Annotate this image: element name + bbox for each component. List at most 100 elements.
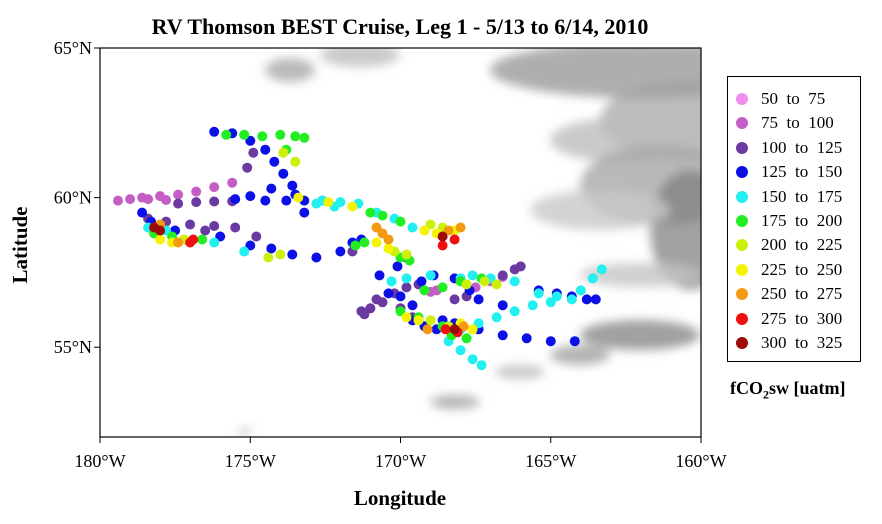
data-point: [173, 198, 184, 209]
legend-label: 125 to 150: [761, 162, 843, 182]
data-point: [113, 195, 123, 206]
chart-title: RV Thomson BEST Cruise, Leg 1 - 5/13 to …: [152, 14, 649, 39]
data-point: [245, 191, 256, 202]
y-tick-label: 55°N: [54, 337, 92, 357]
data-point: [191, 197, 202, 208]
legend-swatch: [736, 166, 748, 179]
data-point: [230, 222, 241, 233]
legend-title-sub: 2: [763, 387, 769, 402]
legend-label: 250 to 275: [761, 284, 843, 304]
data-point: [590, 294, 601, 305]
legend-item: 300 to 325: [736, 331, 842, 355]
x-tick-label: 170°W: [375, 451, 426, 471]
data-point: [455, 345, 466, 356]
legend-label: 100 to 125: [761, 137, 843, 157]
data-point: [413, 315, 424, 326]
data-point: [386, 276, 397, 287]
y-tick-label: 60°N: [54, 188, 92, 208]
data-point: [467, 270, 478, 281]
data-point: [377, 210, 388, 221]
legend-item: 50 to 75: [736, 87, 825, 111]
data-point: [545, 336, 556, 347]
data-point: [461, 333, 472, 344]
data-point: [227, 177, 238, 188]
legend-label: 75 to 100: [761, 113, 834, 133]
data-point: [422, 324, 433, 335]
data-point: [467, 324, 478, 335]
data-point: [311, 252, 322, 263]
data-point: [383, 288, 394, 299]
legend-item: 175 to 200: [736, 209, 842, 233]
data-point: [197, 234, 208, 245]
data-point: [461, 279, 472, 290]
data-point: [191, 186, 202, 197]
data-point: [467, 354, 478, 365]
data-point: [365, 207, 376, 218]
y-axis-ticks: 55°N 60°N 65°N: [54, 38, 100, 357]
data-point: [401, 273, 412, 284]
data-point: [587, 273, 598, 284]
data-point: [245, 135, 256, 146]
legend-swatch: [736, 288, 748, 301]
data-point: [419, 225, 430, 236]
legend-swatch: [736, 263, 748, 276]
data-point: [200, 225, 211, 236]
data-point: [311, 198, 322, 209]
data-point: [440, 324, 451, 335]
legend-item: 150 to 175: [736, 185, 842, 209]
data-point: [299, 132, 310, 143]
x-tick-label: 175°W: [225, 451, 276, 471]
legend-label: 200 to 225: [761, 235, 843, 255]
data-point: [566, 294, 577, 305]
data-point: [221, 129, 232, 140]
legend-swatch: [736, 141, 748, 154]
data-point: [290, 156, 301, 167]
data-point: [509, 276, 520, 287]
data-point: [449, 294, 460, 305]
data-point: [437, 282, 448, 293]
data-point: [371, 237, 382, 248]
data-point: [476, 360, 487, 371]
data-point: [581, 294, 592, 305]
data-point: [497, 270, 508, 281]
data-point: [395, 216, 406, 227]
data-point: [527, 300, 538, 311]
data-point: [299, 207, 310, 218]
data-point: [425, 270, 436, 281]
data-point: [383, 243, 394, 254]
data-point: [209, 237, 220, 248]
legend-item: 100 to 125: [736, 136, 842, 160]
data-point: [449, 234, 460, 245]
data-point: [185, 219, 196, 230]
data-point: [260, 144, 271, 155]
data-point: [437, 240, 448, 251]
data-point: [185, 237, 196, 248]
data-point: [290, 131, 301, 142]
data-point: [230, 194, 241, 205]
data-point: [323, 197, 334, 208]
data-point: [449, 324, 460, 335]
data-point: [209, 126, 220, 137]
legend-label: 50 to 75: [761, 89, 826, 108]
data-point: [173, 189, 184, 200]
legend-swatch: [736, 93, 748, 105]
data-point: [257, 131, 268, 142]
data-point: [359, 237, 370, 248]
data-point: [425, 219, 436, 230]
data-point: [155, 234, 166, 245]
data-point: [350, 240, 361, 251]
data-point: [437, 231, 448, 242]
data-point: [269, 156, 280, 167]
data-point: [242, 162, 253, 173]
y-axis-label: Latitude: [8, 206, 32, 283]
data-point: [287, 249, 298, 260]
x-tick-label: 180°W: [74, 451, 125, 471]
data-point: [137, 207, 148, 218]
data-point: [521, 333, 532, 344]
data-point: [497, 300, 508, 311]
legend-label: 150 to 175: [761, 186, 843, 206]
data-point: [239, 129, 250, 140]
data-point: [209, 196, 220, 207]
ice-background: [239, 48, 701, 436]
legend-label: 225 to 250: [761, 259, 843, 279]
